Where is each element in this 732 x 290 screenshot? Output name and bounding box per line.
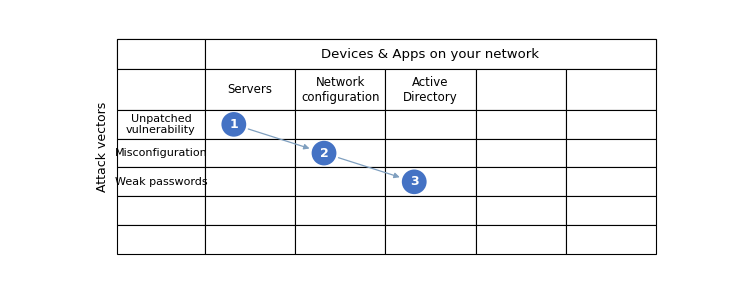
Bar bbox=[117, 225, 205, 254]
Bar bbox=[117, 167, 205, 196]
Text: 3: 3 bbox=[410, 175, 419, 188]
Bar bbox=[117, 110, 205, 139]
Bar bbox=[295, 167, 385, 196]
Bar bbox=[385, 225, 476, 254]
Bar bbox=[295, 110, 385, 139]
Bar bbox=[117, 139, 205, 167]
Bar bbox=[385, 196, 476, 225]
Text: 2: 2 bbox=[320, 147, 329, 160]
Bar bbox=[385, 69, 476, 110]
Bar bbox=[295, 139, 385, 167]
Bar bbox=[117, 39, 205, 69]
Bar bbox=[566, 139, 656, 167]
Bar bbox=[205, 225, 295, 254]
Bar bbox=[205, 196, 295, 225]
Text: Devices & Apps on your network: Devices & Apps on your network bbox=[321, 48, 539, 61]
Bar bbox=[295, 69, 385, 110]
Bar bbox=[566, 110, 656, 139]
Bar bbox=[385, 139, 476, 167]
Text: Unpatched
vulnerability: Unpatched vulnerability bbox=[126, 114, 196, 135]
Bar bbox=[385, 167, 476, 196]
Bar bbox=[205, 69, 295, 110]
Bar bbox=[476, 110, 566, 139]
Text: Weak passwords: Weak passwords bbox=[115, 177, 207, 187]
Bar bbox=[566, 225, 656, 254]
Ellipse shape bbox=[221, 112, 246, 137]
Text: Attack vectors: Attack vectors bbox=[97, 101, 110, 192]
Bar bbox=[117, 196, 205, 225]
Bar bbox=[117, 39, 656, 69]
Bar bbox=[566, 167, 656, 196]
Bar bbox=[476, 225, 566, 254]
Ellipse shape bbox=[312, 141, 337, 165]
Text: Servers: Servers bbox=[228, 83, 272, 96]
Bar bbox=[476, 196, 566, 225]
Bar bbox=[566, 69, 656, 110]
Bar bbox=[476, 69, 566, 110]
Bar bbox=[117, 69, 205, 110]
Bar bbox=[476, 139, 566, 167]
Bar bbox=[205, 39, 656, 69]
Bar bbox=[295, 225, 385, 254]
Ellipse shape bbox=[402, 169, 427, 194]
Text: Active
Directory: Active Directory bbox=[403, 76, 458, 104]
Bar bbox=[205, 167, 295, 196]
Bar bbox=[205, 110, 295, 139]
Bar bbox=[295, 196, 385, 225]
Bar bbox=[476, 167, 566, 196]
Bar bbox=[566, 196, 656, 225]
Bar bbox=[385, 110, 476, 139]
Text: Misconfiguration: Misconfiguration bbox=[115, 148, 207, 158]
Bar bbox=[205, 139, 295, 167]
Text: Network
configuration: Network configuration bbox=[301, 76, 379, 104]
Text: 1: 1 bbox=[229, 118, 238, 131]
